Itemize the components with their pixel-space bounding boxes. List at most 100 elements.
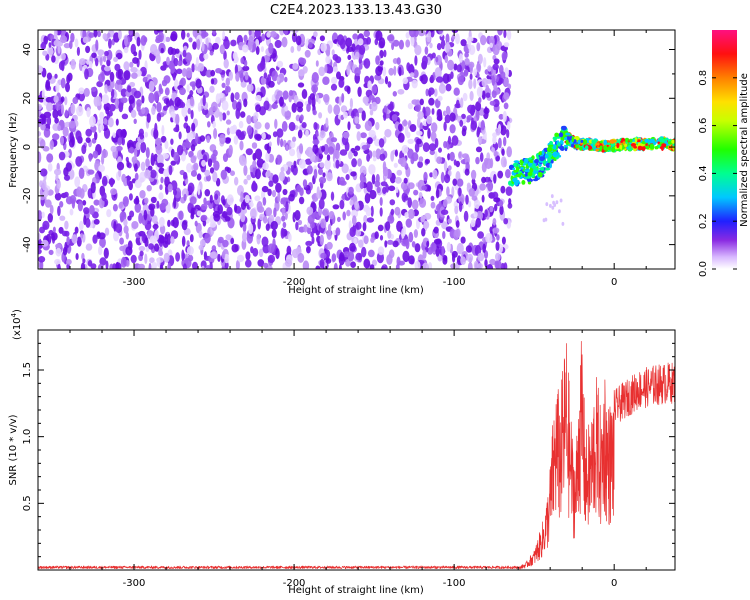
heatmap-cell [297,219,303,226]
heatmap-cell [60,104,65,116]
heatmap-cell [229,125,237,135]
heatmap-cell [468,200,472,208]
heatmap-cell [142,76,149,83]
heatmap-cell [280,166,285,173]
heatmap-cell [282,90,289,100]
heatmap-cell [134,202,142,213]
heatmap-cell [181,30,186,40]
heatmap-cell [429,149,435,156]
heatmap-cell [498,113,504,120]
heatmap-cell [140,35,147,46]
heatmap-cell [261,185,269,193]
heatmap-cell [149,235,157,244]
heatmap-cell [388,67,395,76]
heatmap-cell [371,84,378,94]
heatmap-cell [349,242,356,252]
heatmap-cell [74,176,81,188]
heatmap-cell [596,142,600,146]
heatmap-cell [60,77,66,89]
heatmap-cell [85,137,91,144]
heatmap-cell [493,173,497,184]
heatmap-cell [306,246,311,254]
snr-y-axis: 0.5 1.0 1.5 [22,329,675,558]
heatmap-cell [195,78,202,89]
heatmap-cell [48,249,54,256]
heatmap-cell [155,137,162,146]
heatmap-cell [64,109,69,118]
heatmap-cell [148,262,152,269]
heatmap-cell [189,234,194,243]
heatmap-cell [428,87,435,95]
heatmap-cell [649,143,655,150]
heatmap-cell [243,98,248,108]
heatmap-cell [167,46,174,56]
x-tick-label: -200 [283,578,306,589]
heatmap-cell [217,253,221,262]
heatmap-cell [165,36,171,43]
heatmap-cell [382,166,389,177]
heatmap-cell [140,161,146,172]
heatmap-cell [145,158,150,167]
heatmap-cell [71,234,78,244]
heatmap-cell [226,86,231,93]
heatmap-cell [406,131,411,139]
heatmap-cell [219,112,223,122]
heatmap-cell [467,38,472,50]
heatmap-cell [41,239,49,247]
heatmap-cell [547,156,552,163]
heatmap-cell [99,257,107,266]
heatmap-cell [291,32,298,43]
heatmap-cell [170,160,177,166]
heatmap-cell [77,200,83,212]
heatmap-cell [554,132,559,137]
heatmap-cell [104,66,111,72]
heatmap-cell [231,243,239,253]
heatmap-cell [435,98,441,109]
heatmap-cell [315,265,321,269]
heatmap-cell [192,30,198,38]
heatmap-cell [367,249,375,258]
heatmap-cell [508,198,512,205]
heatmap-cell [264,143,270,151]
heatmap-cell [190,155,197,164]
heatmap-cell [430,195,435,201]
heatmap-cell [108,103,116,112]
heatmap-cell [301,122,307,129]
heatmap-cell [235,259,240,269]
heatmap-cell [170,111,176,118]
heatmap-cell [468,61,475,69]
heatmap-cell [339,199,345,210]
heatmap-cell [236,129,242,138]
heatmap-cell [187,182,195,194]
heatmap-cell [346,64,351,76]
heatmap-cell [351,158,357,168]
heatmap-cell [120,256,127,268]
heatmap-cell [506,128,510,139]
heatmap-cell [68,120,76,129]
heatmap-cell [311,212,319,218]
heatmap-cell [55,101,62,111]
heatmap-cell [377,224,384,232]
heatmap-cell [268,42,274,54]
spectrogram-x-axis-label: Height of straight line (km) [288,285,424,296]
heatmap-cell [500,156,507,168]
heatmap-cell [429,42,433,49]
heatmap-cell [311,72,319,84]
heatmap-cell [396,169,403,176]
heatmap-cell [54,168,62,176]
heatmap-cell [79,58,86,66]
heatmap-cell [458,151,462,159]
heatmap-cell [447,165,452,171]
heatmap-cell [123,70,131,81]
heatmap-cell [447,135,452,145]
heatmap-cell [201,265,205,269]
heatmap-cell [107,110,113,117]
heatmap-cell [480,35,487,46]
heatmap-cell [485,92,491,98]
heatmap-cell [476,42,481,52]
heatmap-cell [326,154,331,161]
heatmap-cell [123,46,129,54]
heatmap-cell [76,105,84,117]
heatmap-cell [253,115,258,124]
heatmap-cell [161,124,165,136]
